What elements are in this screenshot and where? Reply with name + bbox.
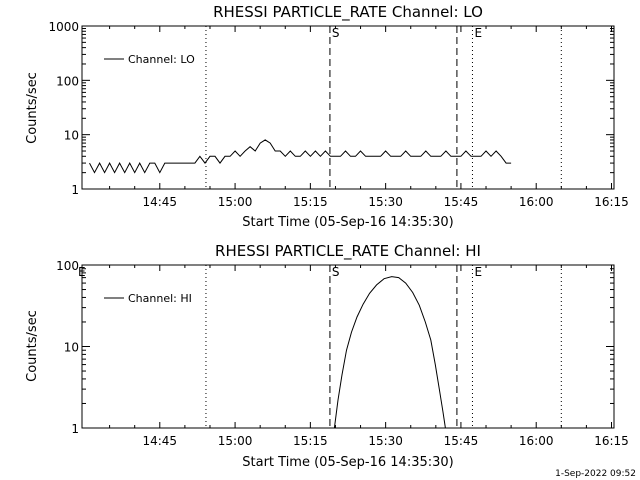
series-line-hi — [333, 276, 446, 429]
x-tick-label: 15:00 — [218, 434, 253, 448]
marker-label: S — [332, 26, 340, 40]
x-tick-label: 15:15 — [293, 434, 328, 448]
y-axis-label: Counts/sec — [25, 310, 40, 382]
y-tick-label: 10 — [64, 129, 79, 143]
y-tick-label: 100 — [56, 74, 79, 88]
chart-panel-hi: RHESSI PARTICLE_RATE Channel: HI Start T… — [25, 242, 629, 470]
marker-label: E — [78, 265, 86, 279]
series-group — [333, 276, 446, 429]
y-tick-label: 1 — [71, 183, 79, 197]
legend-label: Channel: HI — [128, 292, 192, 305]
marker-label: S — [332, 265, 340, 279]
chart-title: RHESSI PARTICLE_RATE Channel: LO — [213, 3, 483, 22]
x-tick-label: 15:30 — [368, 195, 403, 209]
marker-label: E — [474, 26, 482, 40]
legend-label: Channel: LO — [128, 53, 195, 66]
x-tick-label: 15:45 — [444, 434, 479, 448]
x-ticks: 14:45 15:00 15:15 15:30 15:45 16:00 16:15 — [109, 265, 629, 448]
x-tick-label: 16:00 — [519, 195, 554, 209]
y-tick-label: 1 — [71, 422, 79, 436]
x-ticks: 14:45 15:00 15:15 15:30 15:45 16:00 16:15 — [109, 26, 629, 209]
y-ticks: 1 10 100 1000 — [48, 20, 614, 197]
y-tick-label: 1000 — [48, 20, 79, 34]
marker-label: E — [474, 265, 482, 279]
chart-title: RHESSI PARTICLE_RATE Channel: HI — [215, 242, 481, 261]
x-tick-label: 15:45 — [444, 195, 479, 209]
x-tick-label: 15:15 — [293, 195, 328, 209]
x-tick-label: 14:45 — [142, 434, 177, 448]
x-tick-label: 16:00 — [519, 434, 554, 448]
x-axis-label: Start Time (05-Sep-16 14:35:30) — [242, 215, 453, 230]
x-axis-label: Start Time (05-Sep-16 14:35:30) — [242, 455, 453, 470]
y-tick-label: 100 — [56, 259, 79, 273]
series-line-lo — [89, 139, 512, 174]
x-tick-label: 15:30 — [368, 434, 403, 448]
y-tick-label: 10 — [64, 341, 79, 355]
y-ticks: 1 10 100 — [56, 259, 614, 436]
series-group — [89, 139, 512, 174]
x-tick-label: 15:00 — [218, 195, 253, 209]
y-axis-label: Counts/sec — [25, 72, 40, 144]
chart-panel-lo: RHESSI PARTICLE_RATE Channel: LO Start T… — [25, 3, 629, 230]
plot-frame — [81, 25, 615, 190]
x-tick-label: 16:15 — [594, 434, 629, 448]
x-tick-label: 16:15 — [594, 195, 629, 209]
x-tick-label: 14:45 — [142, 195, 177, 209]
footer-timestamp: 1-Sep-2022 09:52 — [555, 469, 636, 479]
